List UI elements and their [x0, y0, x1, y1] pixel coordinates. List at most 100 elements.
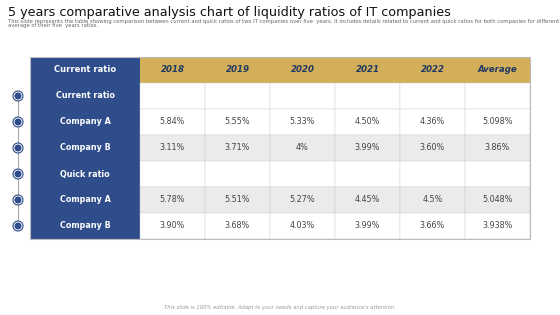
Bar [30, 57, 530, 239]
Text: 5.33%: 5.33% [290, 117, 315, 127]
Bar [140, 213, 205, 239]
Circle shape [15, 223, 21, 229]
Bar [400, 109, 465, 135]
Bar [335, 109, 400, 135]
Bar [270, 213, 335, 239]
Text: 5.27%: 5.27% [290, 196, 315, 204]
Text: This slide is 100% editable. Adapt to your needs and capture your audience's att: This slide is 100% editable. Adapt to yo… [164, 305, 396, 310]
Text: Company A: Company A [59, 117, 110, 127]
Text: 4%: 4% [296, 144, 309, 152]
Circle shape [15, 119, 21, 125]
Text: 4.5%: 4.5% [422, 196, 443, 204]
Bar [270, 161, 335, 187]
Circle shape [15, 197, 21, 203]
Bar [205, 187, 270, 213]
Bar [30, 83, 140, 109]
Text: 4.45%: 4.45% [355, 196, 380, 204]
Text: 2020: 2020 [291, 66, 315, 75]
Bar [205, 135, 270, 161]
Bar [140, 109, 205, 135]
Bar [270, 83, 335, 109]
Text: 2021: 2021 [356, 66, 380, 75]
Text: Current ratio: Current ratio [55, 91, 114, 100]
Bar [465, 57, 530, 83]
Bar [465, 187, 530, 213]
Text: 5 years comparative analysis chart of liquidity ratios of IT companies: 5 years comparative analysis chart of li… [8, 6, 451, 19]
Text: 5.84%: 5.84% [160, 117, 185, 127]
Circle shape [13, 91, 23, 101]
Text: 3.99%: 3.99% [354, 221, 380, 231]
Text: Company B: Company B [59, 221, 110, 231]
Bar [335, 135, 400, 161]
Bar [465, 83, 530, 109]
Bar [465, 213, 530, 239]
Text: 5.098%: 5.098% [482, 117, 513, 127]
Text: 3.11%: 3.11% [160, 144, 185, 152]
Bar [465, 109, 530, 135]
Text: 2018: 2018 [161, 66, 184, 75]
Text: 2022: 2022 [421, 66, 445, 75]
Bar [400, 135, 465, 161]
Bar [30, 135, 140, 161]
Bar [30, 213, 140, 239]
Bar [270, 135, 335, 161]
Bar [335, 161, 400, 187]
Bar [270, 57, 335, 83]
Bar [335, 187, 400, 213]
Text: 3.71%: 3.71% [225, 144, 250, 152]
Bar [205, 161, 270, 187]
Text: 3.86%: 3.86% [485, 144, 510, 152]
Text: average of their five  years ratios.: average of their five years ratios. [8, 24, 98, 28]
Text: 3.66%: 3.66% [420, 221, 445, 231]
Circle shape [13, 169, 23, 179]
Text: Average: Average [478, 66, 517, 75]
Text: 4.36%: 4.36% [420, 117, 445, 127]
Text: 2019: 2019 [226, 66, 250, 75]
Bar [335, 57, 400, 83]
Circle shape [13, 221, 23, 231]
Bar [335, 213, 400, 239]
Text: 4.50%: 4.50% [355, 117, 380, 127]
Circle shape [15, 145, 21, 151]
Bar [400, 213, 465, 239]
Bar [400, 57, 465, 83]
Bar [205, 57, 270, 83]
Circle shape [13, 143, 23, 153]
Bar [335, 83, 400, 109]
Text: 5.55%: 5.55% [225, 117, 250, 127]
Bar [140, 135, 205, 161]
Circle shape [13, 195, 23, 205]
Bar [400, 187, 465, 213]
Text: Company B: Company B [59, 144, 110, 152]
Bar [400, 161, 465, 187]
Bar [465, 161, 530, 187]
Bar [30, 57, 140, 83]
Bar [140, 57, 205, 83]
Bar [270, 109, 335, 135]
Bar [30, 109, 140, 135]
Bar [30, 187, 140, 213]
Bar [465, 135, 530, 161]
Text: Quick ratio: Quick ratio [60, 169, 110, 179]
Text: Current ratio: Current ratio [54, 66, 116, 75]
Text: 3.99%: 3.99% [354, 144, 380, 152]
Text: 5.51%: 5.51% [225, 196, 250, 204]
Text: Company A: Company A [59, 196, 110, 204]
Circle shape [15, 171, 21, 177]
Bar [140, 161, 205, 187]
Bar [400, 83, 465, 109]
Text: 4.03%: 4.03% [290, 221, 315, 231]
Text: 5.78%: 5.78% [160, 196, 185, 204]
Text: This slide represents the table showing comparison between current and quick rat: This slide represents the table showing … [8, 19, 560, 24]
Text: 3.938%: 3.938% [482, 221, 513, 231]
Bar [205, 83, 270, 109]
Circle shape [15, 93, 21, 99]
Text: 3.68%: 3.68% [225, 221, 250, 231]
Text: 3.90%: 3.90% [160, 221, 185, 231]
Bar [140, 187, 205, 213]
Bar [30, 161, 140, 187]
Text: 3.60%: 3.60% [420, 144, 445, 152]
Bar [205, 213, 270, 239]
Bar [140, 83, 205, 109]
Text: 5.048%: 5.048% [482, 196, 513, 204]
